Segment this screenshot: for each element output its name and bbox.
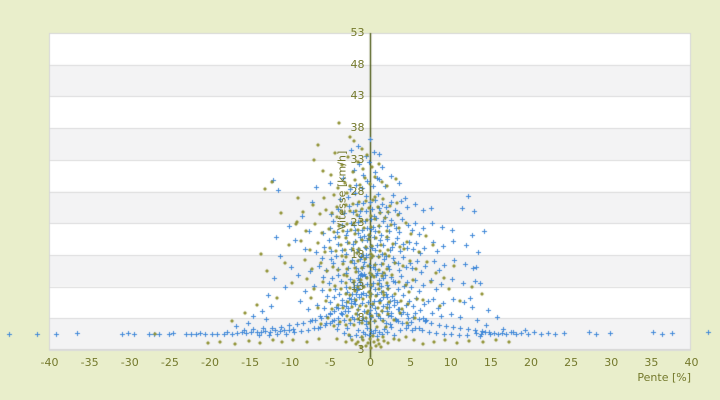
x-tick-label: -35 [80, 356, 99, 369]
y-tick-label: 48 [350, 57, 365, 71]
y-tick-label: 13 [350, 279, 365, 293]
x-tick-label: 15 [483, 356, 498, 369]
y-axis-title: Vitesse [km/h] [335, 150, 349, 231]
y-tick-label: 8 [357, 311, 365, 325]
x-tick-label: 0 [367, 356, 374, 369]
x-tick-label: -10 [281, 356, 300, 369]
y-tick-label: 18 [350, 247, 365, 261]
x-tick-label: 40 [684, 356, 699, 369]
x-axis-title: Pente [%] [637, 371, 691, 384]
y-tick-label: 23 [350, 216, 365, 230]
x-tick-label: 30 [604, 356, 619, 369]
x-tick-label: 10 [443, 356, 458, 369]
x-tick-label: 35 [644, 356, 659, 369]
x-tick-label: 20 [524, 356, 538, 369]
x-tick-label: 25 [564, 356, 579, 369]
x-tick-label: 5 [407, 356, 415, 369]
x-tick-label: -30 [120, 356, 139, 369]
y-tick-label: 38 [350, 121, 365, 135]
y-tick-label: 43 [350, 89, 365, 103]
y-tick-label: 3 [357, 343, 365, 356]
y-tick-label: 28 [350, 184, 365, 198]
y-tick-label: 53 [350, 26, 365, 39]
y-tick-label: 33 [350, 152, 365, 166]
x-tick-label: -20 [201, 356, 219, 369]
x-tick-label: -15 [241, 356, 260, 369]
x-tick-label: -25 [160, 356, 179, 369]
x-tick-label: -5 [324, 356, 336, 369]
x-tick-label: -40 [40, 356, 59, 369]
